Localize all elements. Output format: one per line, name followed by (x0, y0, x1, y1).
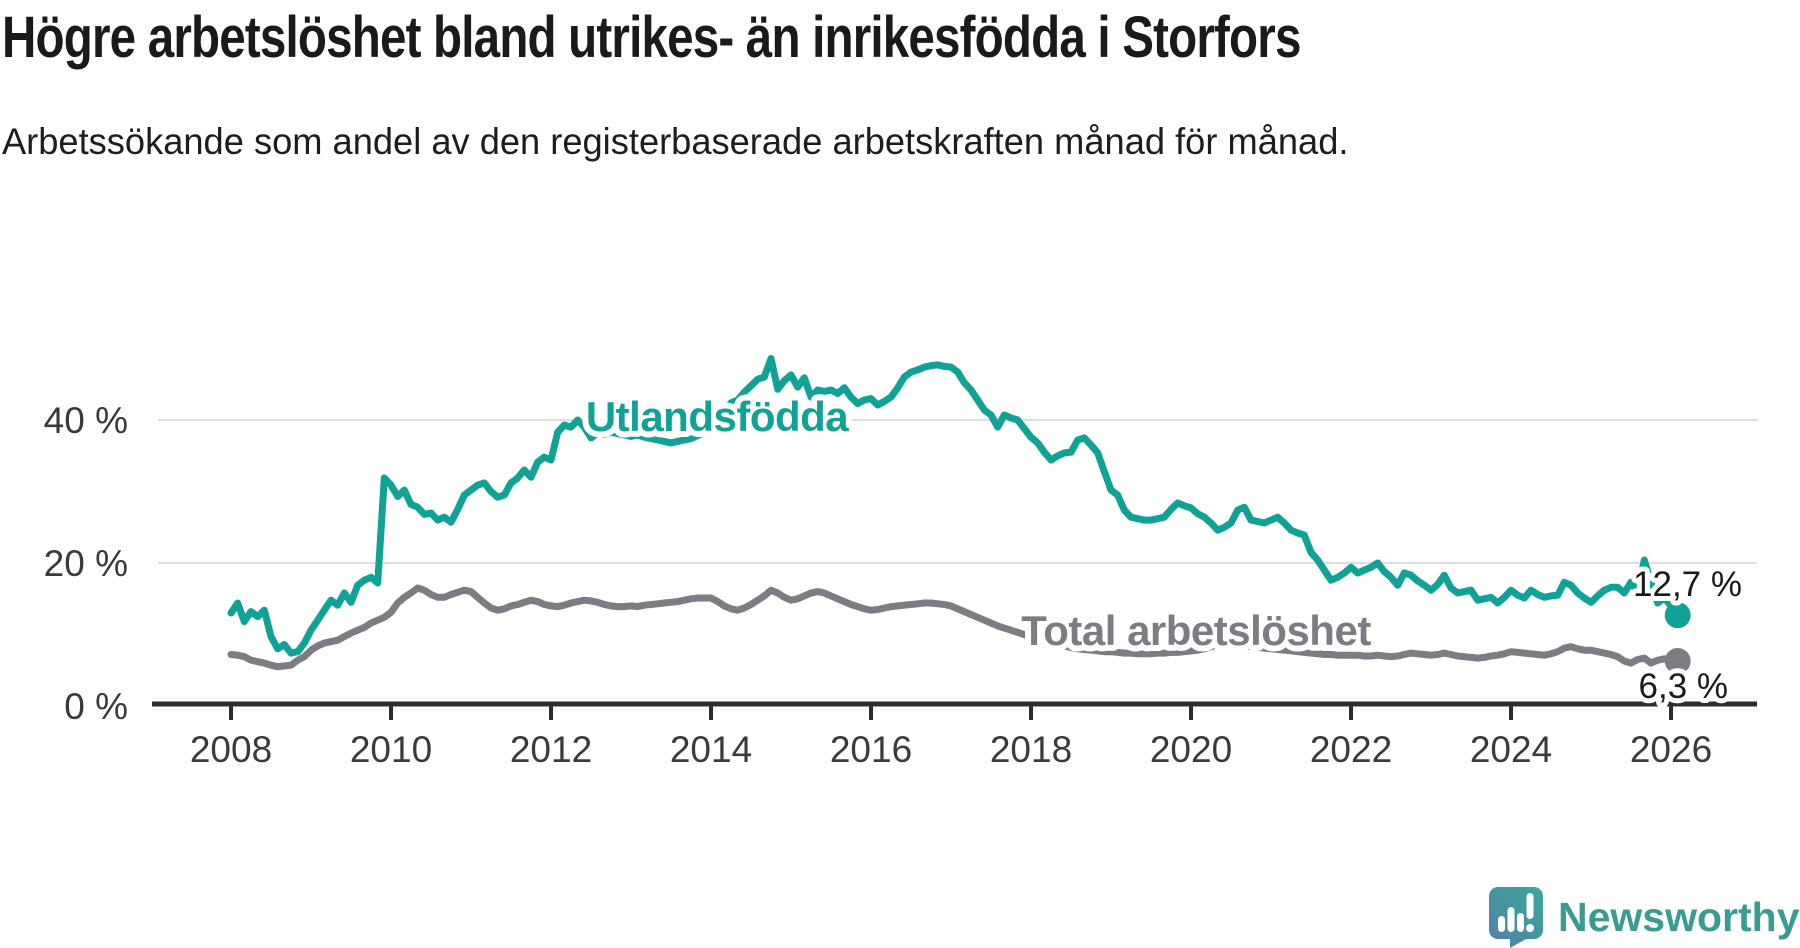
brand-name: Newsworthy (1558, 894, 1800, 940)
x-axis-label: 2012 (510, 729, 592, 770)
x-axis-label: 2020 (1150, 729, 1232, 770)
series-label-1: Total arbetslöshet (1021, 607, 1371, 654)
x-axis-label: 2022 (1310, 729, 1392, 770)
series-line-1 (227, 584, 1682, 671)
x-axis-label: 2016 (830, 729, 912, 770)
x-axis-label: 2018 (990, 729, 1072, 770)
page-title: Högre arbetslöshet bland utrikes- än inr… (2, 5, 1301, 70)
series-end-value-0: 12,7 % (1633, 565, 1742, 604)
series-endpoint-dot-0 (1664, 602, 1691, 629)
series-endpoint-dot-1 (1664, 648, 1691, 674)
page-subtitle: Arbetssökande som andel av den registerb… (2, 121, 1349, 162)
series-label-0: Utlandsfödda (586, 393, 849, 440)
x-axis-label: 2024 (1470, 729, 1552, 770)
x-axis-label: 2026 (1630, 729, 1712, 770)
x-axis-label: 2010 (350, 729, 432, 770)
y-axis-label: 40 % (44, 400, 128, 441)
series-end-value-1: 6,3 % (1639, 667, 1729, 706)
brand-footer: Newsworthy (1488, 886, 1800, 948)
y-axis-label: 0 % (64, 686, 128, 727)
x-axis-label: 2014 (670, 729, 752, 770)
newsworthy-logo-icon (1489, 887, 1543, 948)
y-axis-label: 20 % (44, 543, 128, 584)
x-axis-label: 2008 (190, 729, 272, 770)
series-line-0 (227, 355, 1682, 657)
